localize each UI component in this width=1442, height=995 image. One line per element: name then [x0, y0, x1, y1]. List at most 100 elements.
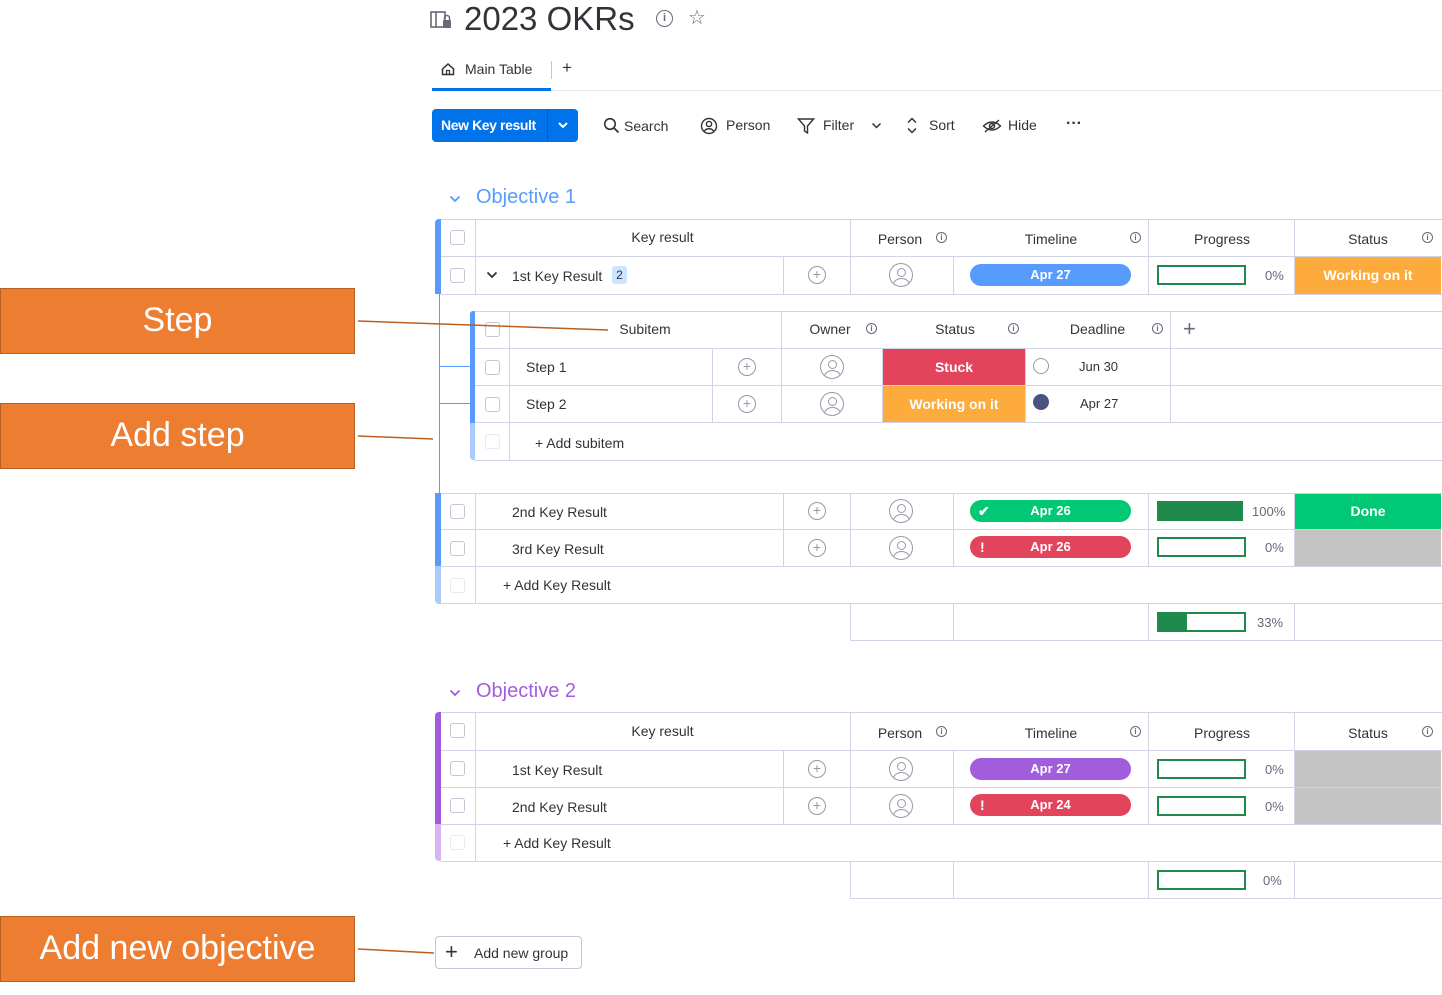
add-update-icon[interactable]: +	[808, 797, 826, 815]
timeline-info-icon[interactable]: i	[1130, 232, 1141, 243]
timeline-info-icon[interactable]: i	[1130, 726, 1141, 737]
column-key-result[interactable]: Key result	[631, 229, 694, 245]
timeline-pill[interactable]: Apr 27	[970, 264, 1131, 286]
filter-button[interactable]: Filter	[823, 117, 855, 133]
group-collapse-chevron-icon[interactable]	[448, 686, 462, 700]
status-info-icon[interactable]: i	[1422, 726, 1433, 737]
subitem-status-cell[interactable]: Stuck	[883, 349, 1025, 385]
person-info-icon[interactable]: i	[936, 232, 947, 243]
timeline-pill[interactable]: ✔ Apr 26	[970, 500, 1131, 522]
status-info-icon[interactable]: i	[1422, 232, 1433, 243]
add-update-icon[interactable]: +	[738, 395, 756, 413]
subitems-count-badge[interactable]: 2	[612, 266, 627, 284]
sub-status-info-icon[interactable]: i	[1008, 323, 1019, 334]
item-name[interactable]: 3rd Key Result	[512, 541, 604, 557]
owner-avatar[interactable]	[820, 355, 844, 379]
add-item-checkbox	[450, 578, 465, 593]
subitem-name[interactable]: Step 2	[526, 396, 567, 412]
timeline-pill[interactable]: ! Apr 26	[970, 536, 1131, 558]
group-title[interactable]: Objective 1	[476, 186, 577, 208]
row-checkbox[interactable]	[450, 798, 465, 813]
group-collapse-chevron-icon[interactable]	[448, 192, 462, 206]
board-info-icon[interactable]: i	[656, 10, 673, 27]
row-checkbox[interactable]	[450, 761, 465, 776]
search-button[interactable]: Search	[624, 118, 669, 134]
chevron-down-icon[interactable]	[556, 118, 570, 132]
subcolumn-subitem[interactable]: Subitem	[619, 321, 671, 337]
callout-add-step: Add step	[0, 403, 355, 469]
person-avatar[interactable]	[889, 536, 913, 560]
row-checkbox[interactable]	[450, 541, 465, 556]
status-cell[interactable]	[1295, 788, 1441, 824]
subitem-name[interactable]: Step 1	[526, 359, 567, 375]
deadline-done-toggle[interactable]	[1033, 358, 1049, 374]
column-timeline[interactable]: Timeline	[1024, 231, 1078, 247]
column-person[interactable]: Person	[877, 231, 923, 247]
column-key-result[interactable]: Key result	[631, 723, 694, 739]
add-update-icon[interactable]: +	[808, 760, 826, 778]
add-subcolumn-button[interactable]: +	[1183, 316, 1196, 341]
subcolumn-status[interactable]: Status	[935, 321, 975, 337]
row-checkbox[interactable]	[450, 504, 465, 519]
subitem-checkbox[interactable]	[485, 397, 500, 412]
timeline-pill[interactable]: Apr 27	[970, 758, 1131, 780]
filter-chevron-down-icon[interactable]	[870, 119, 883, 132]
add-item-input[interactable]: + Add Key Result	[503, 577, 611, 593]
new-item-button[interactable]: New Key result	[432, 109, 578, 142]
add-view-button[interactable]: +	[562, 58, 572, 77]
item-name[interactable]: 1st Key Result	[512, 268, 603, 284]
add-subitem-input[interactable]: + Add subitem	[535, 435, 625, 451]
item-name[interactable]: 1st Key Result	[512, 762, 603, 778]
person-avatar[interactable]	[889, 794, 913, 818]
subcolumn-owner[interactable]: Owner	[809, 321, 851, 337]
subitem-checkbox[interactable]	[485, 360, 500, 375]
more-options-icon[interactable]: ···	[1066, 115, 1082, 132]
add-update-icon[interactable]: +	[738, 358, 756, 376]
add-new-group-button[interactable]: + Add new group	[435, 936, 582, 969]
expand-chevron-down-icon[interactable]	[485, 268, 499, 282]
subitem-deadline[interactable]: Jun 30	[1079, 359, 1119, 374]
subitem-status-cell[interactable]: Working on it	[883, 386, 1025, 422]
status-cell[interactable]	[1295, 751, 1441, 787]
group-title[interactable]: Objective 2	[476, 680, 577, 702]
item-name[interactable]: 2nd Key Result	[512, 504, 607, 520]
row-checkbox[interactable]	[450, 268, 465, 283]
subitem-deadline[interactable]: Apr 27	[1080, 396, 1119, 411]
status-cell[interactable]: Done	[1295, 494, 1441, 529]
hide-button[interactable]: Hide	[1008, 117, 1037, 133]
select-all-checkbox[interactable]	[450, 723, 465, 738]
connector-add-objective	[357, 948, 435, 954]
favorite-star-icon[interactable]: ☆	[688, 7, 706, 29]
person-avatar[interactable]	[889, 263, 913, 287]
owner-info-icon[interactable]: i	[866, 323, 877, 334]
progress-bar	[1157, 759, 1246, 779]
subcolumn-deadline[interactable]: Deadline	[1069, 321, 1126, 337]
add-update-icon[interactable]: +	[808, 266, 826, 284]
add-item-input[interactable]: + Add Key Result	[503, 835, 611, 851]
person-avatar[interactable]	[889, 757, 913, 781]
person-filter-button[interactable]: Person	[726, 117, 771, 133]
select-all-checkbox[interactable]	[450, 230, 465, 245]
status-cell[interactable]	[1295, 530, 1441, 566]
tab-main-table[interactable]: Main Table	[465, 61, 533, 77]
summary-progress-percent: 33%	[1257, 615, 1284, 630]
item-name[interactable]: 2nd Key Result	[512, 799, 607, 815]
person-avatar[interactable]	[889, 499, 913, 523]
person-info-icon[interactable]: i	[936, 726, 947, 737]
deadline-info-icon[interactable]: i	[1152, 323, 1163, 334]
column-person[interactable]: Person	[877, 725, 923, 741]
timeline-pill[interactable]: ! Apr 24	[970, 794, 1131, 816]
owner-avatar[interactable]	[820, 392, 844, 416]
deadline-done-toggle[interactable]	[1033, 394, 1049, 410]
column-status[interactable]: Status	[1348, 231, 1388, 247]
sort-button[interactable]: Sort	[929, 117, 955, 133]
add-update-icon[interactable]: +	[808, 502, 826, 520]
board-title[interactable]: 2023 OKRs	[464, 0, 635, 37]
status-cell[interactable]: Working on it	[1295, 257, 1441, 294]
column-timeline[interactable]: Timeline	[1024, 725, 1078, 741]
column-progress[interactable]: Progress	[1193, 725, 1251, 741]
column-status[interactable]: Status	[1348, 725, 1388, 741]
add-update-icon[interactable]: +	[808, 539, 826, 557]
column-progress[interactable]: Progress	[1193, 231, 1251, 247]
